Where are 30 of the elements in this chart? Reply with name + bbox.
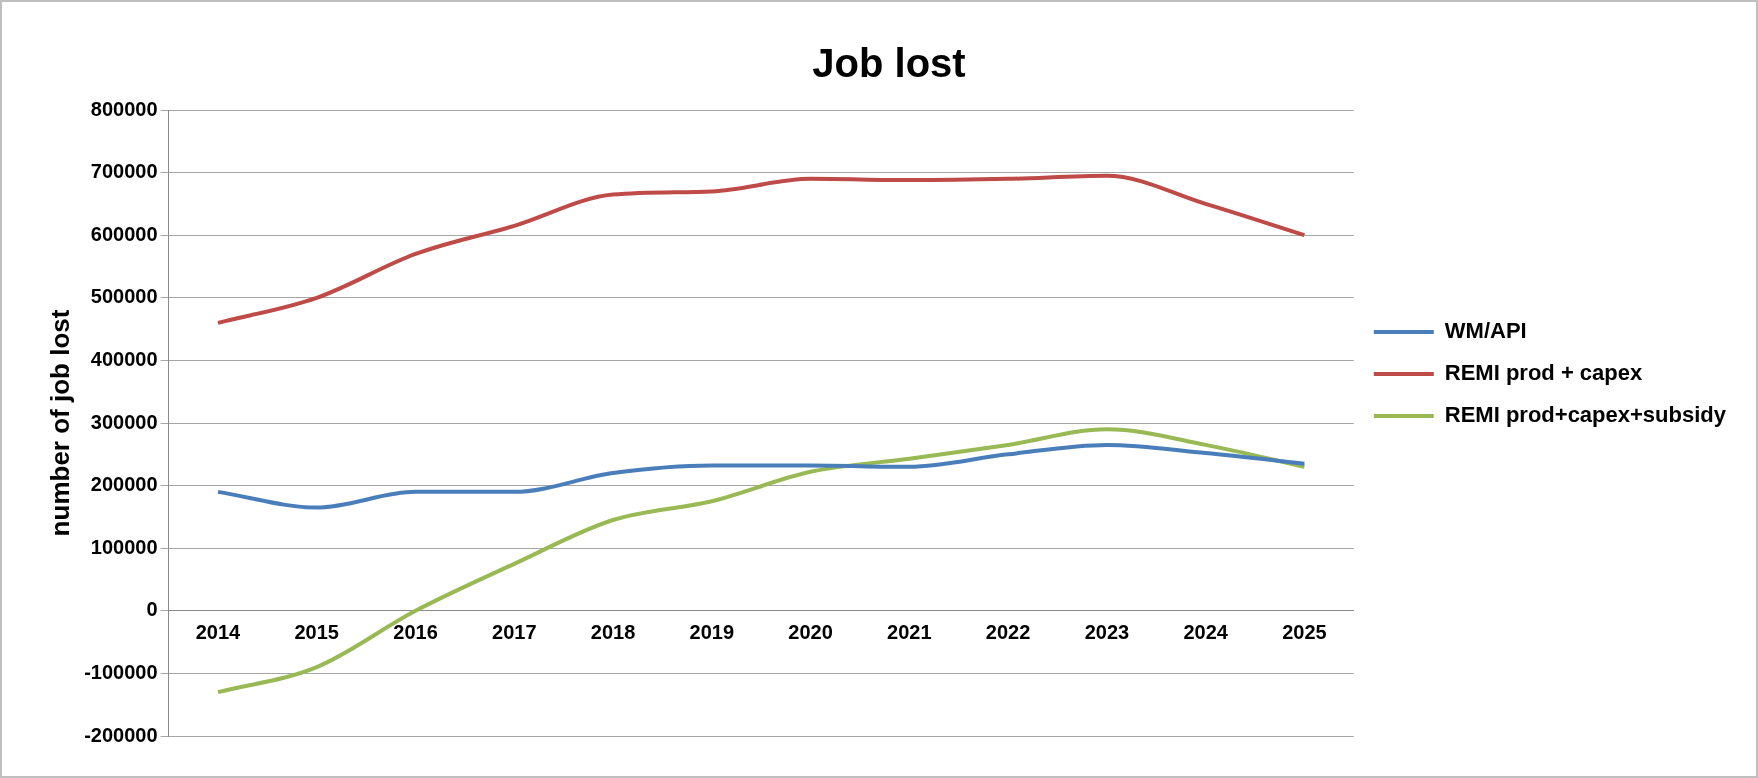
- y-tick-label: 500000: [90, 285, 158, 308]
- y-tick-label: -100000: [84, 660, 158, 683]
- x-tick-label: 2025: [1282, 621, 1327, 644]
- y-tick-label: 400000: [90, 347, 158, 370]
- y-axis-title: number of job lost: [44, 309, 75, 537]
- x-tick-label: 2019: [689, 621, 735, 644]
- y-tick-label: 0: [146, 598, 158, 621]
- legend-label: WM/API: [1444, 318, 1527, 344]
- y-tick-label: 700000: [90, 160, 158, 183]
- x-tick-label: 2018: [590, 621, 636, 644]
- legend-label: REMI prod + capex: [1444, 360, 1644, 386]
- x-tick-label: 2017: [492, 621, 537, 644]
- y-tick-label: 600000: [90, 222, 158, 245]
- y-tick-label: 200000: [90, 473, 158, 496]
- x-tick-label: 2021: [887, 621, 932, 644]
- chart-title: Job lost: [812, 41, 966, 86]
- line-series: [215, 173, 1307, 325]
- x-tick-label: 2015: [294, 621, 339, 644]
- x-tick-label: 2024: [1183, 621, 1229, 644]
- legend-label: REMI prod+capex+subsidy: [1444, 402, 1727, 428]
- line-series: [215, 442, 1307, 510]
- x-tick-label: 2023: [1084, 621, 1130, 644]
- y-tick-label: -200000: [84, 723, 158, 746]
- x-tick-label: 2020: [788, 621, 833, 644]
- x-tick-label: 2016: [393, 621, 438, 644]
- x-tick-label: 2014: [195, 621, 242, 644]
- y-tick-label: 800000: [90, 97, 158, 120]
- y-tick-label: 100000: [90, 535, 158, 558]
- x-tick-label: 2022: [985, 621, 1031, 644]
- y-tick-label: 300000: [90, 410, 158, 433]
